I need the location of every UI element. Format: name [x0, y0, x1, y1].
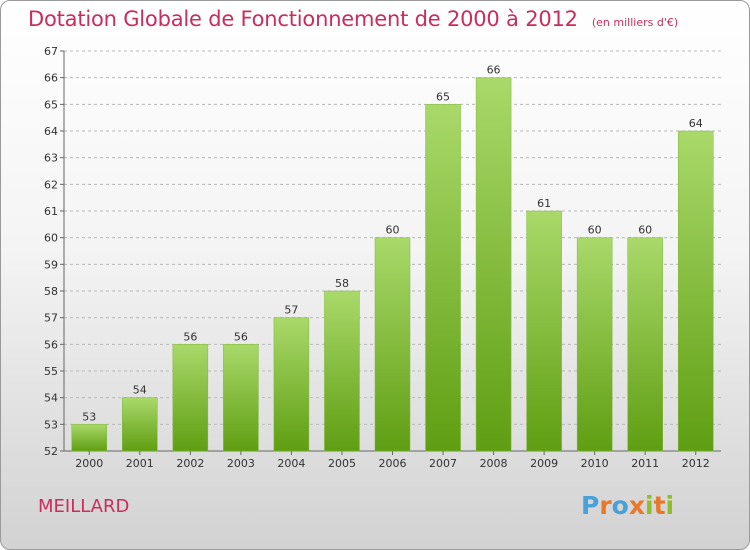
logo-letter: x	[628, 491, 645, 520]
x-tick-label: 2001	[126, 457, 154, 470]
bar-2008	[475, 77, 512, 452]
x-tick-label: 2005	[328, 457, 356, 470]
data-label: 54	[133, 384, 147, 397]
logo-letter: P	[581, 491, 600, 520]
bars	[71, 77, 714, 452]
y-tick-label: 58	[44, 285, 58, 298]
x-tick-label: 2010	[581, 457, 609, 470]
logo-letter: i	[665, 491, 675, 520]
y-tick-label: 63	[44, 152, 58, 165]
y-tick-label: 53	[44, 418, 58, 431]
y-tick-label: 59	[44, 258, 58, 271]
y-tick-label: 52	[44, 445, 58, 458]
x-tick-label: 2004	[277, 457, 305, 470]
x-tick-label: 2006	[379, 457, 407, 470]
bar-2002	[172, 344, 209, 452]
y-tick-label: 65	[44, 98, 58, 111]
data-label: 60	[588, 224, 602, 237]
bar-2011	[627, 237, 663, 452]
data-label: 64	[689, 117, 703, 130]
x-tick-label: 2007	[429, 457, 457, 470]
logo-letter: r	[599, 491, 612, 520]
y-tick-label: 66	[44, 72, 58, 85]
x-tick-label: 2012	[682, 457, 710, 470]
y-tick-label: 57	[44, 312, 58, 325]
y-tick-label: 62	[44, 178, 58, 191]
data-label: 60	[386, 224, 400, 237]
data-label: 60	[638, 224, 652, 237]
y-tick-label: 67	[44, 45, 58, 58]
data-label: 61	[537, 197, 551, 210]
x-tick-label: 2009	[530, 457, 558, 470]
proxiti-logo[interactable]: Proxiti	[581, 491, 674, 520]
logo-letter: t	[653, 491, 666, 520]
data-label: 53	[82, 410, 96, 423]
bar-2005	[324, 290, 360, 452]
bar-2007	[425, 104, 461, 452]
bar-2009	[526, 210, 562, 452]
data-label: 57	[284, 304, 298, 317]
bar-2000	[71, 424, 108, 452]
data-label: 58	[335, 277, 349, 290]
x-tick-label: 2008	[480, 457, 508, 470]
data-labels: 53 54 56 56 57 58 60 65 66 61 60 60 64	[82, 64, 702, 424]
bar-2010	[576, 237, 613, 452]
x-tick-label: 2011	[631, 457, 659, 470]
chart-title: Dotation Globale de Fonctionnement de 20…	[28, 7, 678, 31]
bar-2001	[122, 397, 158, 452]
commune-name: MEILLARD	[38, 496, 130, 517]
x-tick-label: 2000	[75, 457, 103, 470]
bar-2012	[677, 130, 714, 452]
logo-letter: o	[611, 491, 629, 520]
data-label: 56	[183, 330, 197, 343]
bar-2004	[273, 317, 310, 452]
bar-2003	[223, 344, 259, 452]
y-tick-label: 64	[44, 125, 58, 138]
data-label: 56	[234, 330, 248, 343]
y-tick-label: 56	[44, 338, 58, 351]
x-tick-label: 2003	[227, 457, 255, 470]
y-tick-label: 55	[44, 365, 58, 378]
chart-title-text: Dotation Globale de Fonctionnement de 20…	[28, 7, 578, 31]
y-tick-label: 60	[44, 232, 58, 245]
x-tick-label: 2002	[176, 457, 204, 470]
data-label: 66	[487, 64, 501, 77]
y-tick-label: 61	[44, 205, 58, 218]
data-label: 65	[436, 90, 450, 103]
chart-subtitle: (en milliers d'€)	[591, 16, 679, 29]
logo-letter: i	[645, 491, 654, 520]
bar-2006	[374, 237, 411, 452]
y-tick-label: 54	[44, 392, 58, 405]
